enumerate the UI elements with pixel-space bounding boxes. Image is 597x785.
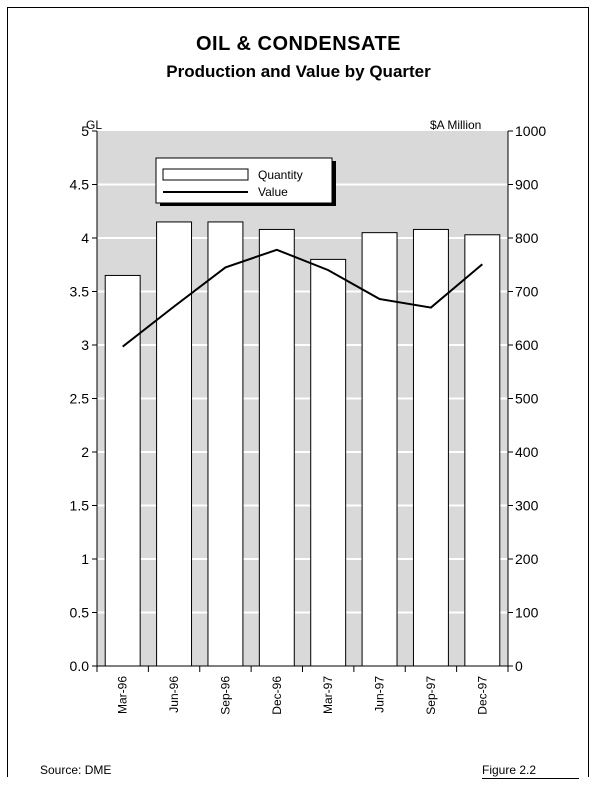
x-tick-label: Mar-97 [321,676,335,714]
quantity-bar [361,232,398,667]
right-tick-label: 0 [515,658,523,674]
right-tick-label: 600 [515,337,539,353]
right-tick-label: 900 [515,177,539,193]
quantity-bar [104,274,141,667]
quantity-bar [464,234,501,667]
right-tick-label: 700 [515,284,539,300]
x-tick-label: Sep-97 [424,676,438,715]
figure-frame [7,7,589,777]
chart-subtitle: Production and Value by Quarter [166,62,431,81]
x-tick-label: Mar-96 [116,676,130,714]
right-tick-label: 200 [515,551,539,567]
x-tick-label: Jun-97 [373,676,387,713]
left-tick-label: 1 [81,551,89,567]
right-tick-label: 800 [515,230,539,246]
figure-label: Figure 2.2 [482,763,537,777]
left-tick-label: 4 [81,230,89,246]
left-tick-label: 3.5 [70,284,90,300]
chart-title: OIL & CONDENSATE [195,33,402,55]
quantity-bar [412,228,449,667]
legend-quantity-label: Quantity [258,168,303,182]
left-tick-label: 2 [81,444,89,460]
quantity-bar [258,228,295,667]
right-tick-label: 1000 [515,123,546,139]
left-tick-label: 1.5 [70,498,90,514]
bars [104,221,501,667]
left-axis-label: GL [86,118,103,132]
right-axis-label: $A Million [430,118,482,132]
quantity-bar [310,258,347,667]
left-tick-label: 0.0 [70,658,90,674]
source-note: Source: DME [40,763,112,777]
left-tick-label: 4.5 [70,177,90,193]
x-tick-label: Sep-96 [218,676,232,715]
quantity-bar [207,221,244,667]
left-tick-labels: 0.0 0.5 1 1.5 2 2.5 3 3.5 4 4.5 5 [70,123,97,674]
left-tick-label: 0.5 [70,605,90,621]
right-tick-label: 500 [515,391,539,407]
x-tick-label: Dec-97 [475,676,489,715]
quantity-bar [156,221,193,667]
left-tick-label: 3 [81,337,89,353]
x-tick-label: Dec-96 [270,676,284,715]
right-tick-label: 400 [515,444,539,460]
legend: Quantity Value [155,157,336,206]
legend-quantity-swatch [162,168,249,181]
right-tick-labels: 0 100 200 300 400 500 600 700 800 900 1000 [508,123,546,674]
legend-value-label: Value [258,185,288,199]
x-tick-labels: Mar-96 Jun-96 Sep-96 Dec-96 Mar-97 Jun-97 Sep-… [96,666,509,715]
figure-underline [482,778,579,779]
left-tick-label: 2.5 [70,391,90,407]
x-tick-label: Jun-96 [167,676,181,713]
left-tick-label: 5 [81,123,89,139]
right-tick-label: 300 [515,498,539,514]
right-tick-label: 100 [515,605,539,621]
value-series-line [122,248,483,348]
